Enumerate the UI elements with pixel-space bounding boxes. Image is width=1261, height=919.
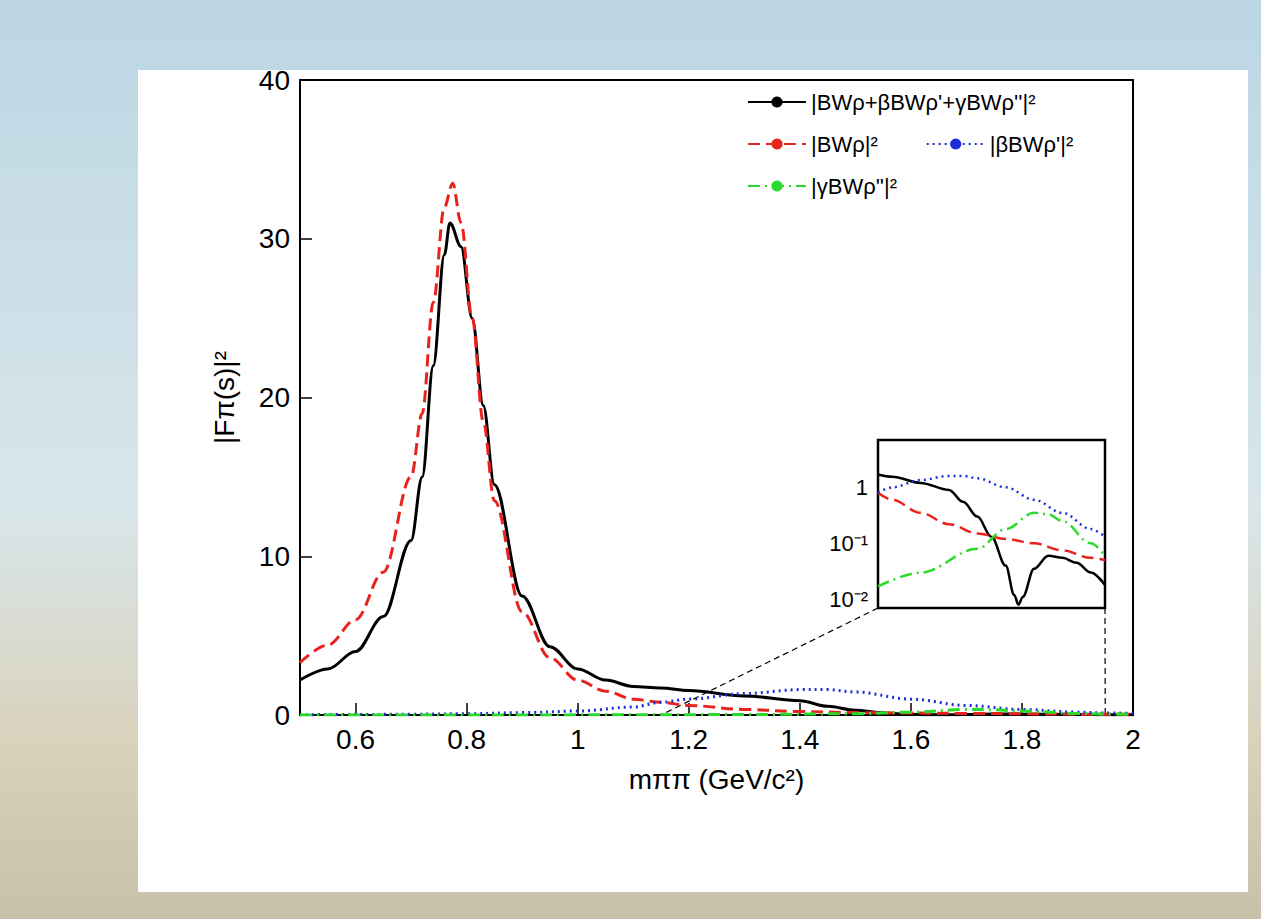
- svg-text:mππ (GeV/c²): mππ (GeV/c²): [629, 764, 805, 795]
- svg-text:30: 30: [259, 223, 290, 254]
- svg-text:1.4: 1.4: [780, 724, 819, 755]
- svg-text:1: 1: [856, 475, 868, 500]
- svg-text:|γBWρ''|²: |γBWρ''|²: [811, 174, 897, 199]
- svg-text:2: 2: [1125, 724, 1141, 755]
- svg-text:0: 0: [274, 700, 290, 731]
- svg-text:0.6: 0.6: [336, 724, 375, 755]
- svg-text:1.6: 1.6: [891, 724, 930, 755]
- svg-text:1.2: 1.2: [669, 724, 708, 755]
- svg-text:0.8: 0.8: [447, 724, 486, 755]
- svg-text:|Fπ(s)|²: |Fπ(s)|²: [209, 351, 240, 444]
- svg-text:1.8: 1.8: [1002, 724, 1041, 755]
- svg-text:1: 1: [570, 724, 586, 755]
- svg-text:10⁻²: 10⁻²: [829, 587, 868, 612]
- svg-text:|BWρ+βBWρ'+γBWρ''|²: |BWρ+βBWρ'+γBWρ''|²: [811, 90, 1036, 115]
- svg-text:|βBWρ'|²: |βBWρ'|²: [990, 132, 1074, 157]
- svg-text:10: 10: [259, 541, 290, 572]
- svg-text:20: 20: [259, 382, 290, 413]
- svg-text:|BWρ|²: |BWρ|²: [811, 132, 878, 157]
- svg-text:40: 40: [259, 65, 290, 96]
- svg-text:10⁻¹: 10⁻¹: [829, 531, 868, 556]
